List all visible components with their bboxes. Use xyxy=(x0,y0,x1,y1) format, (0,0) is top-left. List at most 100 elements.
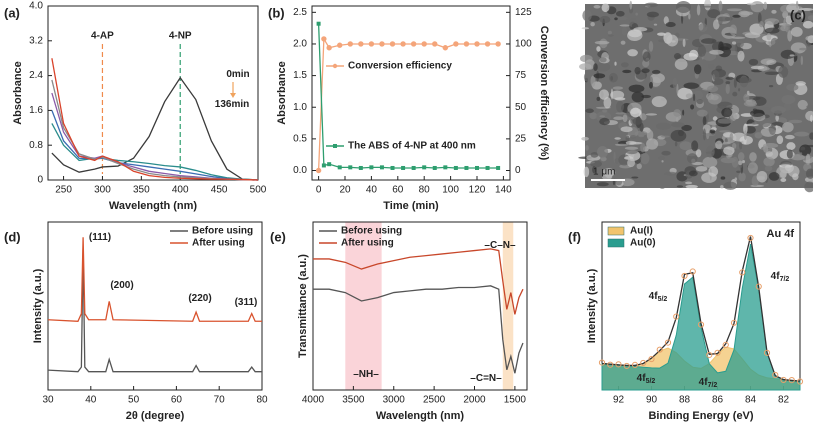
legend-swatch xyxy=(607,226,625,236)
sem-grain xyxy=(809,132,813,140)
sem-grain xyxy=(737,160,743,166)
sem-grain xyxy=(695,149,702,158)
sem-grain xyxy=(621,62,629,68)
sem-grain xyxy=(792,173,799,181)
sem-grain xyxy=(614,61,617,66)
sem-grain xyxy=(603,97,612,109)
sem-grain xyxy=(627,29,642,38)
sem-grain xyxy=(715,140,723,150)
point xyxy=(321,163,326,168)
sem-grain xyxy=(628,65,632,75)
sem-grain xyxy=(790,26,803,37)
sem-grain xyxy=(798,7,813,11)
sem-grain xyxy=(612,86,624,90)
sem-grain xyxy=(775,114,779,122)
x-axis-label: Binding Energy (eV) xyxy=(648,410,753,422)
sem-grain xyxy=(742,160,745,164)
sem-grain xyxy=(602,109,608,113)
sem-grain xyxy=(622,69,632,74)
sem-grain xyxy=(776,135,784,145)
annotation-text: (220) xyxy=(188,293,211,304)
band xyxy=(345,222,382,390)
sem-grain xyxy=(756,170,768,183)
sem-grain xyxy=(702,116,707,126)
sem-grain xyxy=(620,126,633,133)
sem-grain xyxy=(688,170,698,177)
marker-label: 4-AP xyxy=(91,31,114,42)
scale-bar-label: 1 μm xyxy=(593,167,615,178)
sem-grain xyxy=(712,70,720,81)
annotation-text: (311) xyxy=(235,297,258,308)
sem-grain xyxy=(737,77,752,84)
sem-grain xyxy=(613,116,625,120)
sem-grain xyxy=(614,137,621,140)
point xyxy=(379,41,385,47)
sem-grain xyxy=(704,0,712,11)
sem-grain xyxy=(590,22,595,27)
sem-grain xyxy=(642,51,651,62)
annotation-text: 4f xyxy=(771,271,781,282)
sem-grain xyxy=(748,58,759,66)
sem-grain xyxy=(800,16,805,19)
sem-grain xyxy=(686,153,698,164)
sem-grain xyxy=(786,149,793,159)
sem-grain xyxy=(601,174,613,180)
point xyxy=(369,165,374,170)
y-axis-label: Transmittance (a.u.) xyxy=(297,254,309,358)
point xyxy=(453,41,459,47)
sem-grain xyxy=(661,150,671,156)
sem-grain xyxy=(703,139,713,146)
sem-grain xyxy=(780,49,796,59)
panel-label: (e) xyxy=(270,229,286,244)
sem-grain xyxy=(582,9,592,22)
x-tick-label: 300 xyxy=(94,185,111,196)
sem-grain xyxy=(732,142,737,150)
sem-grain xyxy=(695,165,708,172)
point xyxy=(796,378,804,385)
x-tick-label: 250 xyxy=(55,185,72,196)
legend-label: Before using xyxy=(341,226,402,237)
sem-grain xyxy=(760,58,777,66)
sem-grain xyxy=(608,72,618,83)
sem-grain xyxy=(597,145,609,158)
point xyxy=(747,234,754,242)
sem-grain xyxy=(639,122,644,132)
point xyxy=(443,165,448,170)
point xyxy=(401,165,406,170)
sem-grain xyxy=(781,94,796,105)
sem-grain xyxy=(697,45,707,57)
sem-grain xyxy=(694,64,702,75)
annotation-text: 4f xyxy=(699,377,709,388)
sem-grain xyxy=(636,163,642,170)
sem-grain xyxy=(764,18,780,25)
sem-grain xyxy=(789,54,795,57)
sem-grain xyxy=(679,141,692,151)
sem-grain xyxy=(763,143,779,149)
x-tick-label: 0 xyxy=(316,185,322,196)
sem-grain xyxy=(795,81,806,86)
sem-grain xyxy=(765,151,773,157)
point xyxy=(648,355,655,363)
sem-grain xyxy=(593,4,601,9)
x-tick-label: 400 xyxy=(172,185,189,196)
sem-grain xyxy=(593,73,606,79)
sem-grain xyxy=(585,108,594,113)
sem-grain xyxy=(731,36,746,39)
x-axis-label: Wavelength (nm) xyxy=(376,410,465,422)
sem-grain xyxy=(770,105,786,114)
sem-grain xyxy=(675,117,679,123)
sem-grain xyxy=(790,154,805,161)
point xyxy=(495,41,501,47)
point xyxy=(780,376,787,384)
annotation-text: 4f xyxy=(637,373,647,384)
sem-grain xyxy=(801,12,805,17)
point xyxy=(623,362,630,370)
sem-grain xyxy=(620,40,626,45)
point xyxy=(485,165,490,170)
annotation: (220) xyxy=(188,293,211,304)
sem-grain xyxy=(696,4,701,16)
panel-label: (d) xyxy=(4,229,21,244)
sem-grain xyxy=(614,157,620,164)
marker-label: 4-NP xyxy=(169,31,192,42)
line xyxy=(313,285,524,374)
